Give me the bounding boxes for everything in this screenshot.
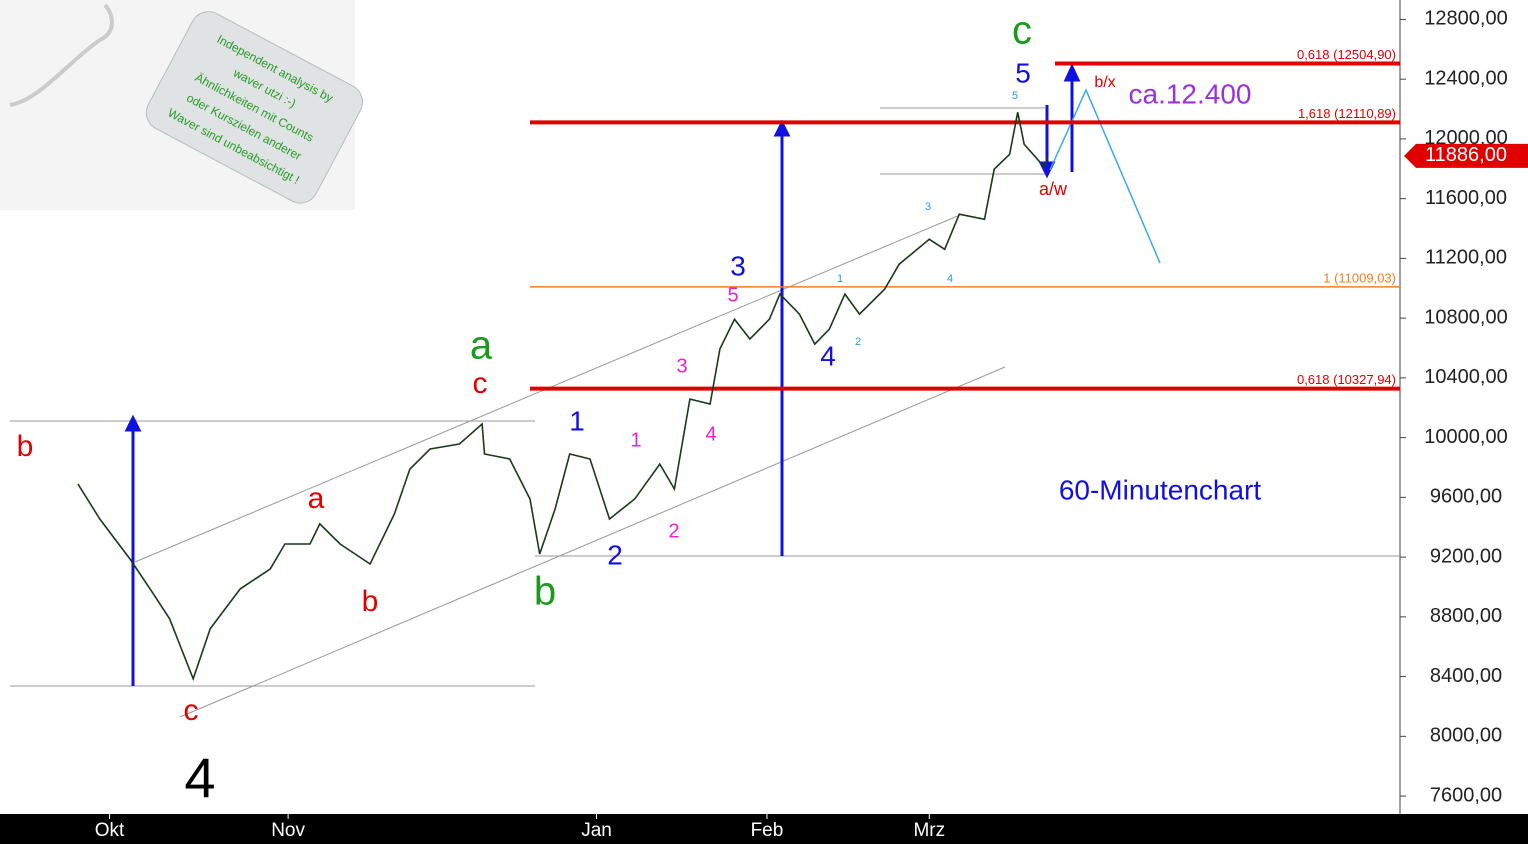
wave-label: c	[184, 694, 199, 727]
arrow-head	[124, 414, 142, 432]
wave-label: 5	[727, 284, 738, 306]
wave-label: 1	[630, 429, 641, 451]
y-tick-label: 10800,00	[1424, 306, 1507, 328]
level-label: 1 (11009,03)	[1323, 270, 1396, 285]
level-label: 0,618 (10327,94)	[1297, 372, 1396, 387]
wave-label: 2	[855, 336, 861, 348]
y-tick-label: 9600,00	[1430, 486, 1502, 508]
y-tick-label: 8000,00	[1430, 725, 1502, 747]
y-tick-label: 10400,00	[1424, 366, 1507, 388]
y-tick-label: 9200,00	[1430, 545, 1502, 567]
x-tick-label: Jan	[581, 820, 612, 841]
wave-label: 2	[668, 520, 679, 542]
wave-label: 3	[925, 201, 931, 213]
channel-line	[179, 366, 1006, 718]
x-tick-label: Okt	[95, 820, 125, 841]
level-label: 0,618 (12504,90)	[1297, 47, 1396, 62]
wave-label: 4	[184, 746, 215, 809]
level-label: 1,618 (12110,89)	[1298, 106, 1396, 121]
wave-label: c	[473, 367, 488, 400]
wave-label: 60-Minutenchart	[1059, 474, 1262, 505]
wave-label: 4	[820, 340, 836, 371]
wave-label: 4	[705, 423, 716, 445]
y-tick-label: 7600,00	[1430, 784, 1502, 806]
wave-label: 2	[607, 539, 623, 570]
tag-card	[145, 11, 363, 204]
x-tick-label: Nov	[271, 820, 305, 841]
arrows	[124, 63, 1081, 686]
x-tick-label: Feb	[751, 820, 784, 841]
wave-label: a/w	[1039, 179, 1068, 199]
projection-path	[1049, 88, 1161, 264]
x-axis-strip	[0, 814, 1528, 844]
current-price-label: 11886,00	[1425, 144, 1507, 166]
y-tick-label: 11200,00	[1425, 247, 1507, 269]
wave-label: b	[362, 585, 379, 618]
y-tick-label: 12400,00	[1424, 67, 1507, 89]
wave-label: 3	[730, 250, 746, 281]
y-tick-label: 10000,00	[1424, 426, 1507, 448]
wave-label: b/x	[1094, 74, 1115, 91]
wave-label: 3	[676, 355, 687, 377]
x-tick-label: Mrz	[913, 820, 945, 841]
price-line	[77, 112, 1049, 682]
wave-label: ca.12.400	[1129, 78, 1252, 109]
wave-label: c	[1012, 9, 1032, 53]
wave-label: a	[470, 324, 493, 368]
wave-label: 4	[947, 273, 953, 285]
wave-label: b	[534, 570, 556, 614]
wave-label: b	[17, 430, 34, 463]
current-price-box	[1404, 143, 1528, 168]
y-tick-label: 8800,00	[1430, 605, 1502, 627]
y-tick-label: 12000,00	[1424, 127, 1507, 149]
wave-label: 1	[837, 273, 843, 285]
wave-label: 5	[1012, 90, 1018, 102]
wave-label: a	[308, 482, 325, 515]
wave-label: 5	[1015, 57, 1031, 88]
y-tick-label: 12800,00	[1424, 8, 1507, 30]
arrow-head	[1063, 63, 1081, 82]
tag-string	[9, 3, 114, 107]
y-tick-label: 8400,00	[1430, 665, 1502, 687]
arrow-head	[773, 119, 791, 137]
wave-label: 1	[569, 405, 585, 436]
y-tick-label: 11600,00	[1425, 187, 1507, 209]
